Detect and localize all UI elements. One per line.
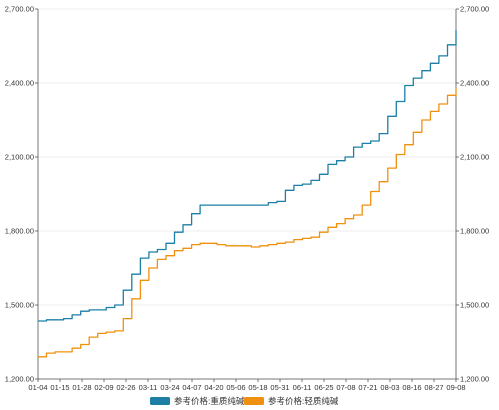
y-axis-right: 1,200.00 1,500.00 1,800.00 2,100.00 2,400.00… <box>455 5 489 384</box>
legend-swatch <box>150 397 170 405</box>
x-tick-label: 03-24 <box>160 383 179 392</box>
x-tick-label: 06-11 <box>293 383 312 392</box>
x-axis: 01-04 01-15 01-28 02-09 02-26 03-11 03-24 04-07… <box>28 378 466 392</box>
x-tick-label: 07-08 <box>336 383 355 392</box>
y-tick-label: 1,200.00 <box>460 375 489 384</box>
x-tick-label: 02-26 <box>116 383 135 392</box>
x-tick-label: 07-21 <box>358 383 377 392</box>
legend-item[interactable]: 参考价格:重质纯碱 <box>150 396 245 406</box>
series-line <box>38 30 457 322</box>
legend-item[interactable]: 参考价格:轻质纯碱 <box>244 396 339 406</box>
x-tick-label: 01-15 <box>50 383 69 392</box>
x-tick-label: 08-16 <box>402 383 421 392</box>
series-lines <box>38 30 457 358</box>
legend-label: 参考价格:重质纯碱 <box>174 396 245 406</box>
x-tick-label: 06-25 <box>314 383 333 392</box>
y-tick-label: 2,400.00 <box>460 79 489 88</box>
y-tick-label: 1,500.00 <box>460 301 489 310</box>
y-tick-label: 1,500.00 <box>5 301 34 310</box>
x-tick-label: 01-04 <box>28 383 47 392</box>
x-tick-label: 08-03 <box>380 383 399 392</box>
legend-swatch <box>244 397 264 405</box>
x-tick-label: 09-08 <box>446 383 465 392</box>
y-axis-left: 1,200.00 1,500.00 1,800.00 2,100.00 2,400.00… <box>5 5 39 384</box>
x-tick-label: 08-27 <box>424 383 443 392</box>
legend-label: 参考价格:轻质纯碱 <box>268 396 339 406</box>
x-tick-label: 05-06 <box>226 383 245 392</box>
y-tick-label: 1,800.00 <box>5 227 34 236</box>
x-tick-label: 04-07 <box>182 383 201 392</box>
x-tick-label: 04-20 <box>204 383 223 392</box>
y-tick-label: 2,100.00 <box>5 153 34 162</box>
y-tick-label: 1,200.00 <box>5 375 34 384</box>
x-tick-label: 02-09 <box>94 383 113 392</box>
y-tick-label: 2,700.00 <box>460 5 489 14</box>
x-tick-label: 01-28 <box>72 383 91 392</box>
x-tick-label: 03-11 <box>139 383 158 392</box>
x-tick-label: 05-31 <box>270 383 289 392</box>
y-tick-label: 2,400.00 <box>5 79 34 88</box>
legend[interactable]: 参考价格:重质纯碱 参考价格:轻质纯碱 <box>150 396 339 406</box>
series-line <box>38 87 457 358</box>
y-tick-label: 2,100.00 <box>460 153 489 162</box>
x-tick-label: 05-18 <box>248 383 267 392</box>
y-tick-label: 2,700.00 <box>5 5 34 14</box>
y-tick-label: 1,800.00 <box>460 227 489 236</box>
grid-lines <box>38 8 456 380</box>
